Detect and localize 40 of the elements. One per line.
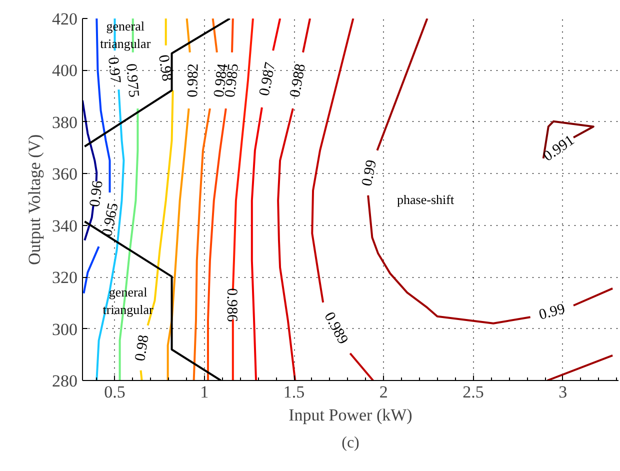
y-tick-label: 400 — [52, 61, 78, 80]
text: 0.991 — [540, 132, 578, 165]
text: 0.982 — [185, 63, 202, 98]
text: 0.99 — [359, 158, 380, 188]
x-tick-label: 2 — [379, 382, 388, 402]
x-tick-label: 0.5 — [104, 382, 126, 402]
text: 0.98 — [154, 54, 175, 82]
line-series — [166, 107, 190, 380]
x-tick-label: 3 — [558, 382, 568, 402]
line-series — [542, 120, 594, 160]
text: 0.975 — [122, 63, 142, 98]
text: (c) — [342, 434, 360, 452]
line-series — [311, 18, 354, 304]
x-axis-title: Input Power (kW) — [288, 406, 412, 424]
line-series — [192, 107, 211, 380]
line-series — [82, 99, 98, 182]
x-tick-label: 1.5 — [283, 382, 305, 402]
y-tick-label: 300 — [52, 320, 78, 339]
text: 0.96 — [87, 179, 106, 208]
text: 0.97 — [104, 56, 124, 85]
text: 0.98 — [132, 334, 152, 362]
text: 0.988 — [287, 62, 310, 99]
y-tick-label: 360 — [52, 164, 78, 184]
line-series — [206, 107, 227, 380]
text: 0.987 — [256, 60, 280, 98]
y-tick-label: 280 — [52, 372, 78, 390]
x-tick-label: 2.5 — [462, 382, 484, 402]
text: 0.99 — [537, 301, 567, 324]
y-tick-label: 320 — [52, 268, 78, 288]
y-axis-title: Output Voltage (V) — [25, 134, 44, 265]
y-tick-label: 420 — [52, 10, 78, 28]
annotation: phase-shift — [397, 192, 454, 207]
line-series — [277, 107, 296, 380]
line-series — [250, 106, 263, 380]
y-tick-label: 380 — [52, 112, 78, 132]
x-tick-label: 1 — [200, 382, 209, 402]
line-series — [367, 194, 532, 324]
y-tick-label: 340 — [52, 216, 78, 236]
text: 0.986 — [223, 288, 240, 322]
text: 0.989 — [320, 310, 351, 348]
